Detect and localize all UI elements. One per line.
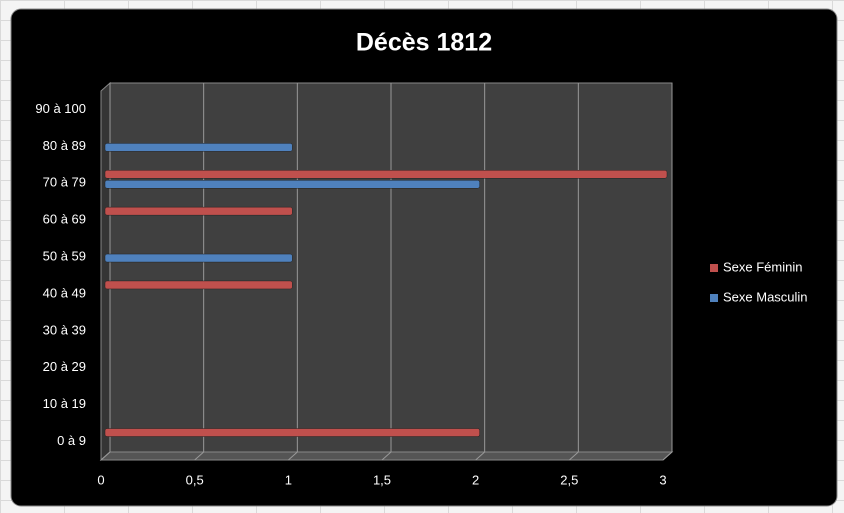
bar xyxy=(104,428,480,437)
y-tick-label: 60 à 69 xyxy=(43,212,86,227)
floor-grid-line xyxy=(475,451,485,461)
legend-label: Sexe Masculin xyxy=(723,289,808,304)
x-tick-label: 0 xyxy=(97,472,104,487)
y-tick-label: 40 à 49 xyxy=(43,285,86,300)
y-tick-label: 80 à 89 xyxy=(43,138,86,153)
x-tick-label: 1 xyxy=(285,472,292,487)
side-wall xyxy=(100,81,111,462)
y-tick-label: 10 à 19 xyxy=(43,396,86,411)
y-tick-label: 30 à 39 xyxy=(43,322,86,337)
y-tick-label: 50 à 59 xyxy=(43,248,86,263)
bar xyxy=(104,170,668,179)
y-tick-label: 0 à 9 xyxy=(57,433,86,448)
floor-grid-line xyxy=(288,451,298,461)
chart-title: Décès 1812 xyxy=(356,29,492,57)
floor-grid-line xyxy=(194,451,204,461)
bar xyxy=(104,253,293,263)
x-tick-label: 0,5 xyxy=(186,472,204,487)
bar xyxy=(104,206,293,216)
bar xyxy=(104,143,293,152)
x-tick-label: 2,5 xyxy=(560,472,578,487)
y-tick-label: 70 à 79 xyxy=(43,175,86,190)
floor-grid-line xyxy=(662,451,673,461)
legend-key xyxy=(710,294,718,302)
legend-key xyxy=(710,264,718,272)
x-tick-label: 1,5 xyxy=(373,472,391,487)
x-tick-label: 2 xyxy=(472,472,479,487)
y-tick-label: 90 à 100 xyxy=(35,101,86,116)
x-tick-label: 3 xyxy=(659,472,666,487)
y-tick-label: 20 à 29 xyxy=(43,359,86,374)
bar xyxy=(104,280,293,290)
floor-grid-line xyxy=(100,451,111,461)
floor-grid-line xyxy=(569,451,579,461)
bar xyxy=(104,180,480,189)
floor-grid-line xyxy=(381,451,392,461)
legend-label: Sexe Féminin xyxy=(723,259,802,274)
